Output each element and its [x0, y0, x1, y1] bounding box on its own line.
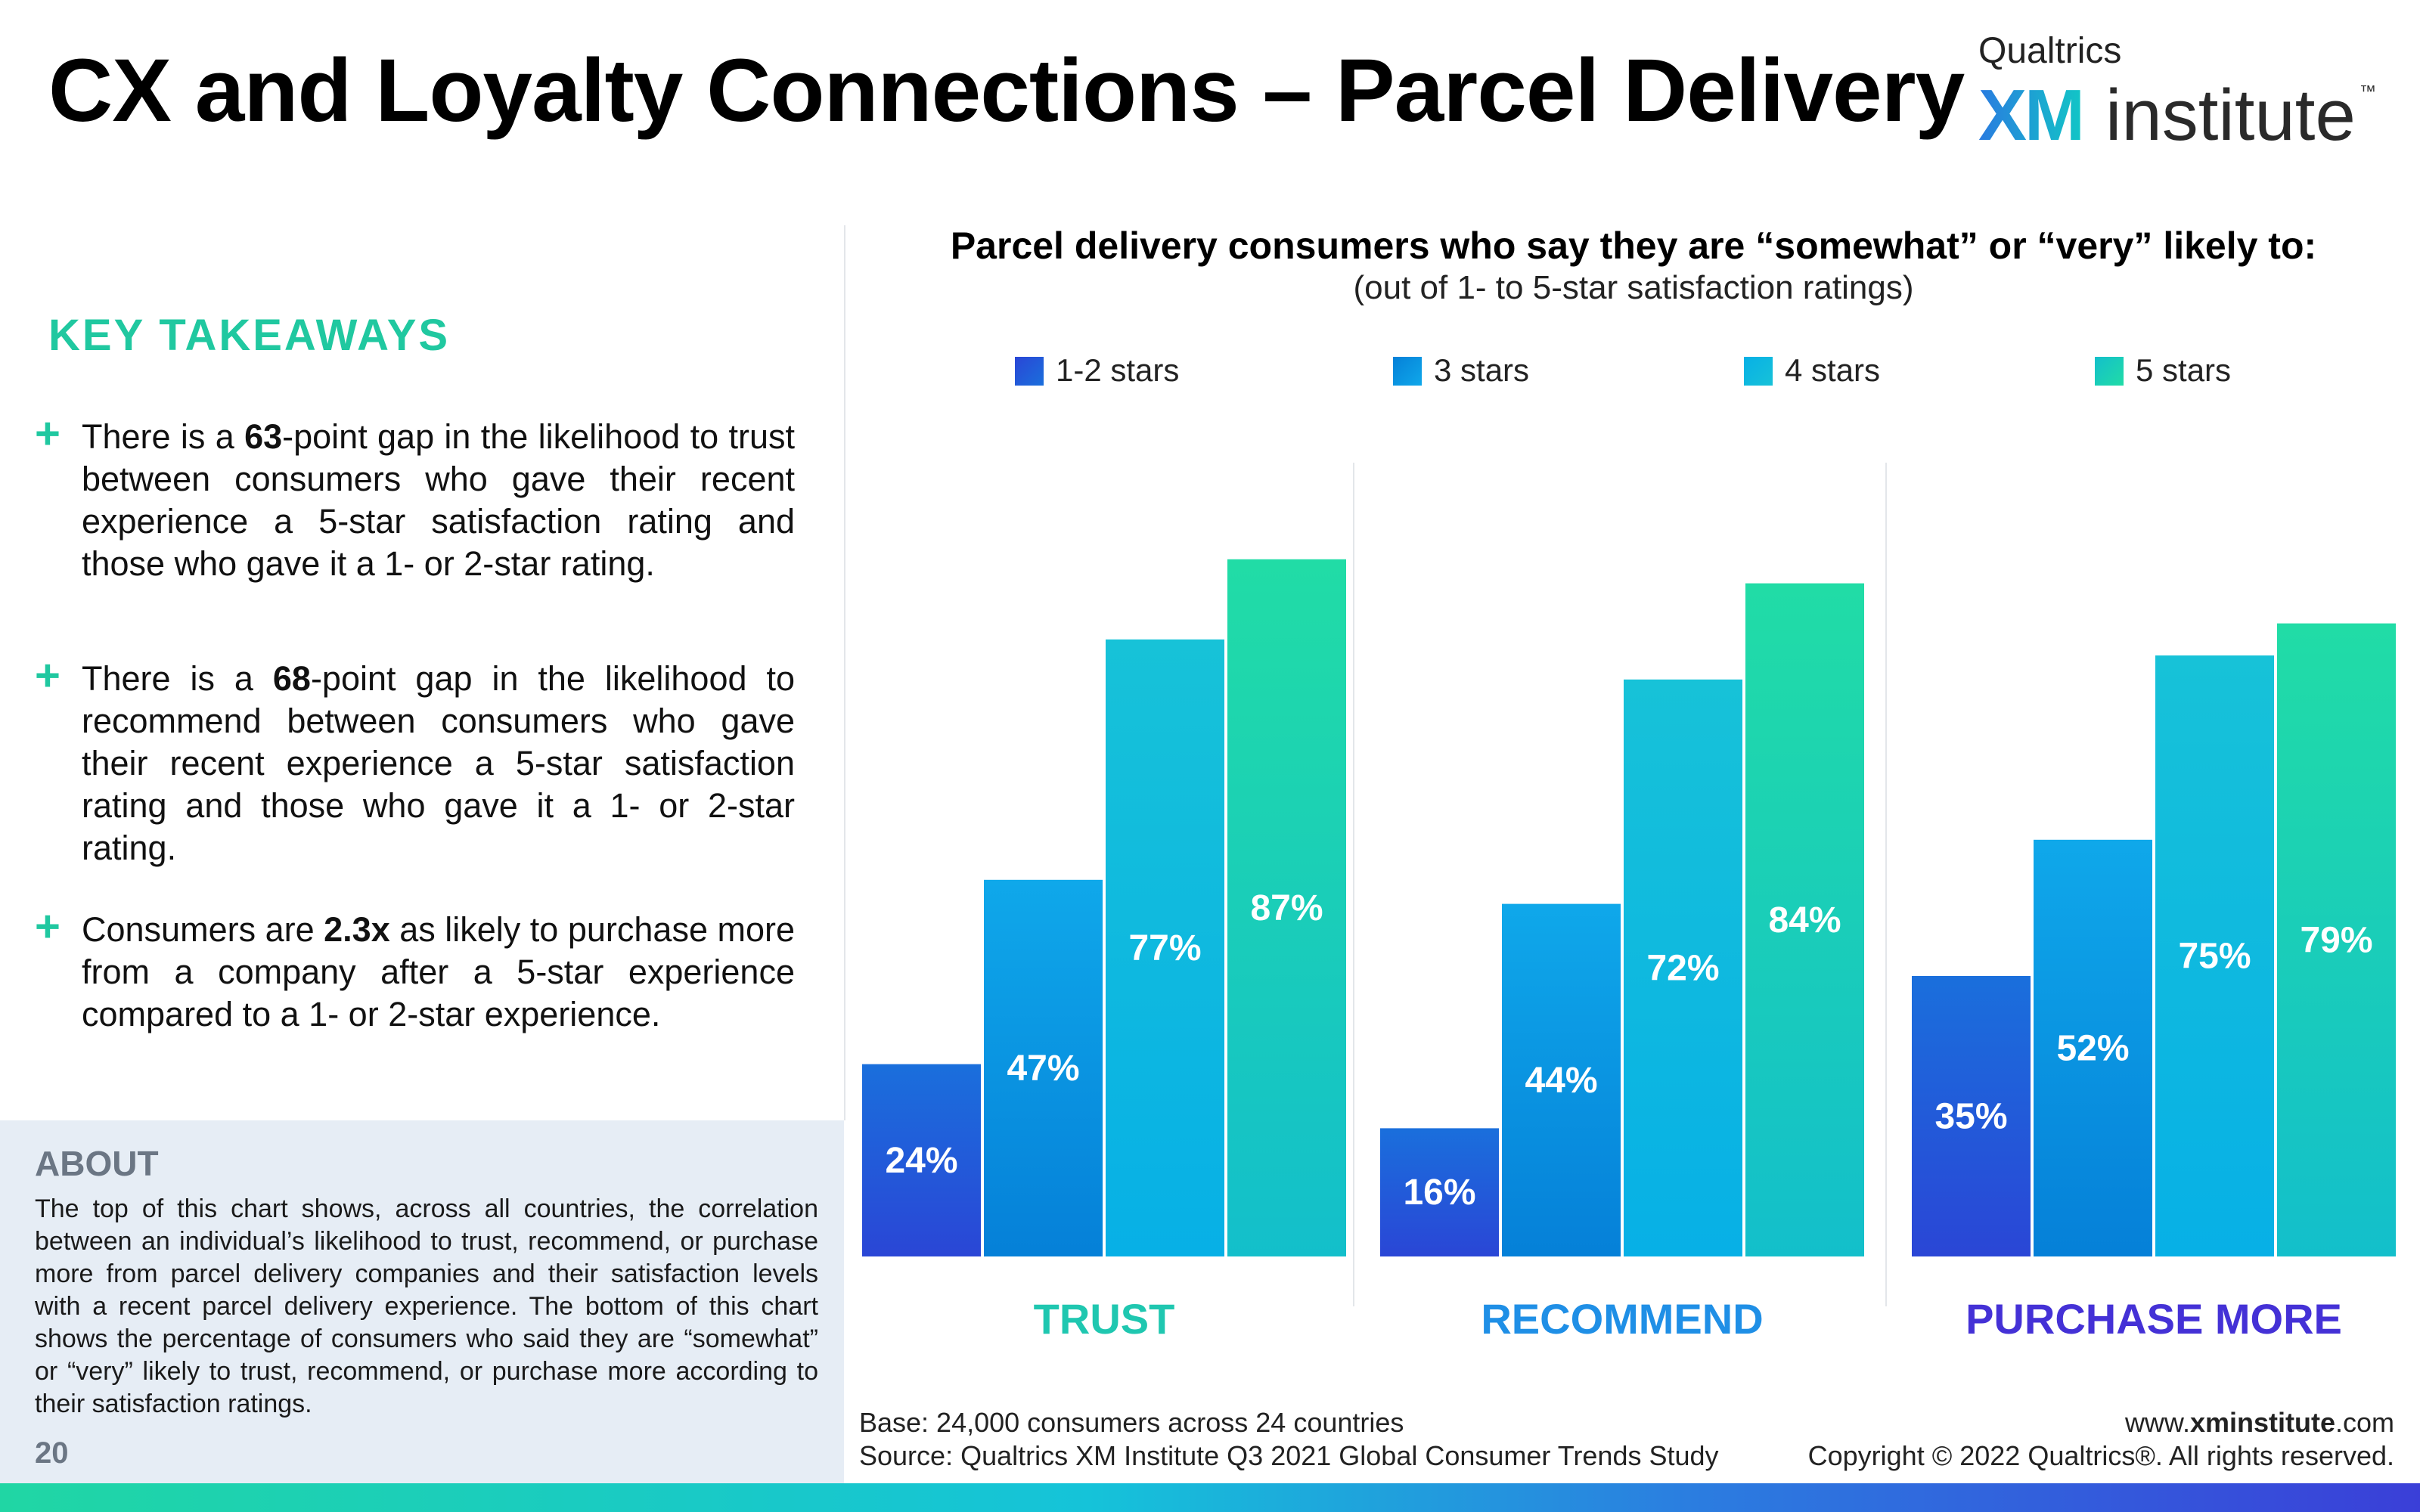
footer-study: Source: Qualtrics XM Institute Q3 2021 G… — [859, 1440, 1719, 1471]
takeaway-item: + There is a 63-point gap in the likelih… — [35, 409, 795, 585]
plus-icon: + — [35, 651, 60, 700]
logo-institute: institute — [2105, 75, 2356, 156]
takeaway-item: + There is a 68-point gap in the likelih… — [35, 651, 795, 869]
bar-recommend-series-1 — [1380, 1128, 1499, 1256]
data-label: 35% — [1934, 1097, 2007, 1137]
data-label: 87% — [1250, 888, 1323, 928]
data-label: 24% — [885, 1141, 957, 1181]
data-label: 79% — [2300, 920, 2372, 960]
legend-item-3-stars: 3 stars — [1393, 352, 1529, 389]
legend-swatch — [1744, 357, 1773, 386]
takeaway-text: Consumers are 2.3x as likely to purchase… — [82, 910, 795, 1033]
logo-trademark: ™ — [2360, 82, 2376, 101]
bar-trust-series-1 — [862, 1064, 981, 1256]
plus-icon: + — [35, 409, 60, 458]
data-label: 47% — [1007, 1049, 1079, 1089]
footer-base: Base: 24,000 consumers across 24 countri… — [859, 1407, 1404, 1438]
xm-institute-logo: Qualtrics XM institute ™ — [1978, 30, 2402, 156]
data-label: 84% — [1768, 900, 1841, 940]
data-label: 75% — [2178, 937, 2251, 977]
about-heading: ABOUT — [35, 1144, 159, 1183]
bar-trust-series-4 — [1227, 559, 1346, 1256]
footer-copyright-text: Copyright © 2022 Qualtrics®. All rights … — [1807, 1440, 2394, 1471]
takeaway-item: + Consumers are 2.3x as likely to purcha… — [35, 902, 795, 1036]
takeaway-text: There is a 68-point gap in the likelihoo… — [82, 659, 795, 867]
data-label: 77% — [1128, 928, 1201, 968]
legend-item-5-stars: 5 stars — [2095, 352, 2231, 389]
logo-brand: Qualtrics — [1978, 31, 2122, 71]
bottom-gradient-bar — [0, 1483, 2420, 1512]
page-title: CX and Loyalty Connections – Parcel Deli… — [48, 41, 1965, 141]
data-label: 72% — [1646, 948, 1719, 988]
category-label-purchase-more: PURCHASE MORE — [1965, 1295, 2342, 1343]
legend-item-4-stars: 4 stars — [1744, 352, 1880, 389]
footer-copyright: www.xminstitute.com Copyright © 2022 Qua… — [1808, 1406, 2394, 1473]
footer-url[interactable]: www.xminstitute.com — [2124, 1407, 2394, 1438]
chart-subtitle: (out of 1- to 5-star satisfaction rating… — [1353, 269, 1914, 306]
about-body: The top of this chart shows, across all … — [35, 1194, 818, 1418]
logo-xm: XM — [1978, 75, 2085, 156]
bar-purchase-more-series-2 — [2034, 839, 2152, 1256]
legend-item-1-2-stars: 1-2 stars — [1015, 352, 1179, 389]
bar-purchase-more-series-3 — [2155, 655, 2274, 1256]
legend-swatch — [1015, 357, 1044, 386]
column-divider — [844, 225, 845, 1120]
bar-trust-series-2 — [984, 879, 1103, 1256]
chart-title: Parcel delivery consumers who say they a… — [950, 225, 2317, 267]
bar-purchase-more-series-1 — [1912, 976, 2031, 1256]
bar-recommend-series-3 — [1624, 679, 1742, 1256]
plus-icon: + — [35, 902, 60, 951]
legend-swatch — [1393, 357, 1422, 386]
data-label: 16% — [1403, 1173, 1475, 1213]
legend-swatch — [2095, 357, 2124, 386]
about-box: ABOUT The top of this chart shows, acros… — [0, 1120, 844, 1483]
bar-purchase-more-series-4 — [2277, 623, 2396, 1256]
takeaway-text: There is a 63-point gap in the likelihoo… — [82, 417, 795, 583]
category-label-trust: TRUST — [1034, 1295, 1175, 1343]
key-takeaways-heading: KEY TAKEAWAYS — [48, 311, 451, 360]
data-label: 44% — [1525, 1061, 1597, 1101]
page-number: 20 — [35, 1436, 69, 1470]
bar-trust-series-3 — [1106, 639, 1224, 1256]
bar-recommend-series-2 — [1502, 903, 1621, 1256]
footer-source: Base: 24,000 consumers across 24 countri… — [859, 1406, 1719, 1473]
data-label: 52% — [2056, 1028, 2129, 1068]
category-label-recommend: RECOMMEND — [1481, 1295, 1763, 1343]
bar-recommend-series-4 — [1745, 583, 1864, 1256]
